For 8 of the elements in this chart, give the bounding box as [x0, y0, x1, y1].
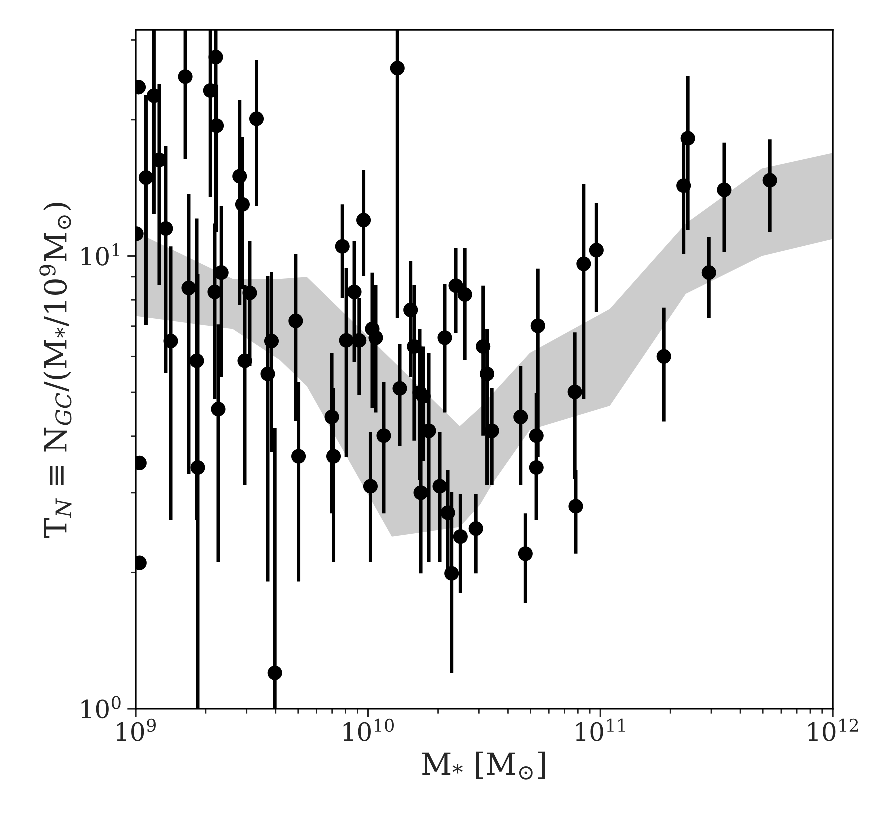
x-tick-label: 10$^{11}$ [576, 718, 625, 742]
x-tick-label: 10$^{9}$ [117, 718, 156, 742]
text: T$_{N}$ ≡ N$_{GC}$/(M$_{*}$/10$^{9}$M$_{⊙}$) [40, 203, 72, 538]
x-tick-label: 10$^{10}$ [344, 718, 394, 742]
y-tick-label: 10$^{1}$ [82, 243, 120, 266]
x-tick-label: 10$^{12}$ [808, 718, 858, 742]
y-tick-label: 10$^{0}$ [82, 696, 121, 719]
x-axis-title: M$_{*}$ [M$_{⊙}$] [422, 752, 546, 780]
